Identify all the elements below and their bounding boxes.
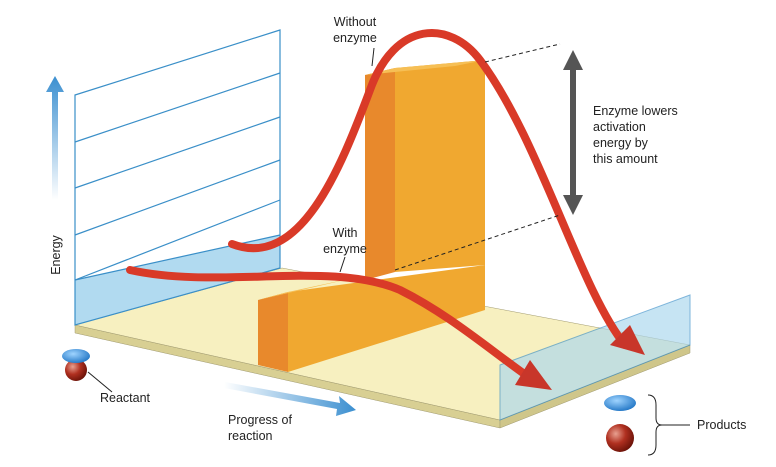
progress-label: Progress of — [228, 413, 292, 427]
lowers-label: activation — [593, 120, 646, 134]
uncatalyzed-barrier — [365, 60, 485, 280]
reactant-label: Reactant — [100, 391, 151, 405]
difference-arrow — [563, 50, 583, 215]
progress-arrow — [224, 382, 356, 416]
with-enzyme-label: With — [333, 226, 358, 240]
leader-line — [371, 47, 375, 67]
without-enzyme-label: enzyme — [333, 31, 377, 45]
with-enzyme-label: enzyme — [323, 242, 367, 256]
enzyme-barrier — [258, 265, 485, 372]
arrowhead — [610, 325, 645, 355]
reference-lines — [394, 43, 561, 271]
lowers-label: energy by — [593, 136, 649, 150]
arrowhead — [515, 360, 552, 390]
progress-label: reaction — [228, 429, 273, 443]
products-label: Products — [697, 418, 746, 432]
energy-label: Energy — [49, 234, 63, 274]
without-enzyme-label: Without — [334, 15, 377, 29]
lowers-label: this amount — [593, 152, 658, 166]
reaction-paths — [126, 28, 629, 382]
leader-line — [339, 256, 346, 273]
products-molecules — [604, 394, 690, 456]
energy-arrow — [46, 76, 64, 200]
reactant-molecule — [62, 349, 113, 393]
lowers-label: Enzyme lowers — [593, 104, 678, 118]
